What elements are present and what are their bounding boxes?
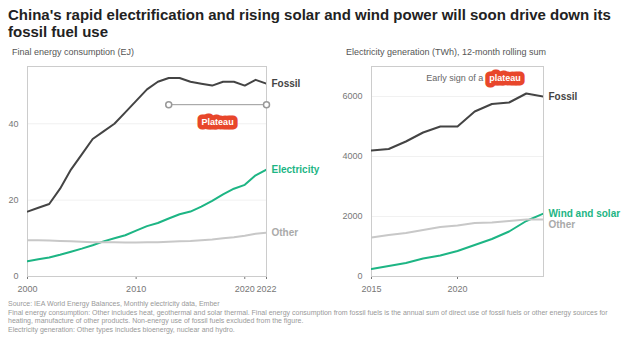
svg-text:4000: 4000 [342, 151, 362, 161]
svg-text:Wind and solar: Wind and solar [549, 208, 621, 219]
html-text:Source: IEA World Energy Balan: Source: IEA World Energy Balances, Month… [8, 300, 220, 307]
svg-text:2020: 2020 [447, 284, 467, 294]
svg-text:Other: Other [272, 227, 299, 238]
svg-text:40: 40 [8, 119, 18, 129]
svg-text:Early sign of a: Early sign of a [426, 73, 483, 83]
svg-text:0: 0 [357, 271, 362, 281]
html-text:Final energy consumption (EJ): Final energy consumption (EJ) [12, 47, 135, 57]
svg-text:2015: 2015 [361, 284, 381, 294]
html-text:Electricity generation (TWh),: Electricity generation (TWh), 12-month r… [346, 47, 547, 57]
svg-text:2000: 2000 [17, 284, 37, 294]
svg-text:Electricity: Electricity [272, 164, 320, 175]
html-text:China's rapid electrification: China's rapid electrification and rising… [8, 6, 611, 40]
svg-text:0: 0 [13, 271, 18, 281]
html-text:Electricity generation: Other: Electricity generation: Other types incl… [8, 325, 235, 333]
svg-text:plateau: plateau [489, 73, 521, 83]
svg-text:Plateau: Plateau [202, 117, 234, 127]
svg-text:Fossil: Fossil [272, 78, 301, 89]
svg-text:2010: 2010 [126, 284, 146, 294]
svg-text:2022: 2022 [256, 284, 276, 294]
svg-text:Fossil: Fossil [549, 91, 578, 102]
html-text:Final energy consumption: Othe: Final energy consumption: Other includes… [8, 308, 608, 324]
svg-text:6000: 6000 [342, 91, 362, 101]
svg-text:Other: Other [549, 219, 576, 230]
svg-text:2020: 2020 [235, 284, 255, 294]
svg-text:2000: 2000 [342, 211, 362, 221]
svg-text:20: 20 [8, 195, 18, 205]
